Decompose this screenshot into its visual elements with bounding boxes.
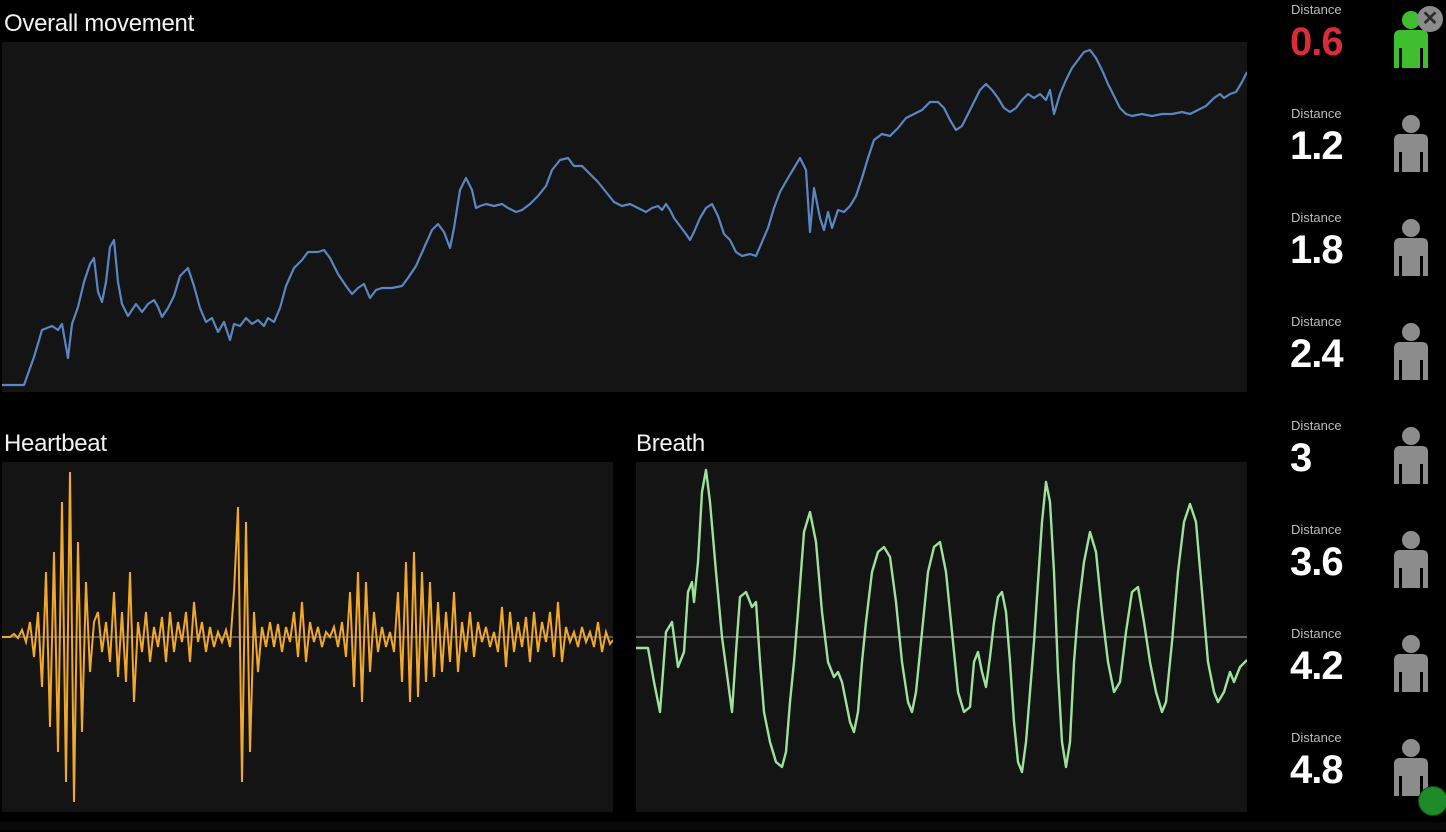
distance-sidebar: Distance 0.6 Distance 1.2 Distance 1.8 D… — [1250, 0, 1446, 830]
breath-title: Breath — [636, 430, 705, 457]
distance-item[interactable]: Distance 4.8 — [1250, 728, 1446, 832]
person-icon — [1390, 320, 1432, 380]
distance-label: Distance — [1291, 210, 1342, 225]
distance-item[interactable]: Distance 3.6 — [1250, 520, 1446, 624]
heartbeat-signal-line — [2, 471, 613, 803]
heartbeat-plot — [2, 462, 613, 812]
distance-label: Distance — [1291, 730, 1342, 745]
bottom-bar — [0, 822, 1446, 830]
distance-value: 1.8 — [1290, 228, 1344, 272]
person-icon — [1390, 528, 1432, 588]
distance-label: Distance — [1291, 314, 1342, 329]
status-dot-icon — [1418, 786, 1446, 816]
distance-item[interactable]: Distance 3 — [1250, 416, 1446, 520]
distance-value: 3 — [1290, 436, 1312, 480]
movement-signal-line — [2, 48, 1247, 387]
breath-plot — [636, 462, 1247, 812]
distance-label: Distance — [1291, 418, 1342, 433]
close-icon[interactable]: ✕ — [1417, 6, 1443, 32]
distance-item[interactable]: Distance 0.6 — [1250, 0, 1446, 104]
distance-label: Distance — [1291, 626, 1342, 641]
distance-label: Distance — [1291, 106, 1342, 121]
distance-item[interactable]: Distance 1.2 — [1250, 104, 1446, 208]
person-icon — [1390, 112, 1432, 172]
distance-value: 2.4 — [1290, 332, 1344, 376]
heartbeat-title: Heartbeat — [4, 430, 107, 457]
distance-value: 4.8 — [1290, 748, 1344, 792]
person-icon — [1390, 632, 1432, 692]
distance-item[interactable]: Distance 1.8 — [1250, 208, 1446, 312]
distance-value: 1.2 — [1290, 124, 1344, 168]
person-icon — [1390, 216, 1432, 276]
distance-item[interactable]: Distance 2.4 — [1250, 312, 1446, 416]
distance-label: Distance — [1291, 2, 1342, 17]
distance-value: 3.6 — [1290, 540, 1344, 584]
distance-value: 4.2 — [1290, 644, 1344, 688]
distance-item[interactable]: Distance 4.2 — [1250, 624, 1446, 728]
distance-value: 0.6 — [1290, 20, 1344, 64]
person-icon — [1390, 8, 1432, 68]
person-icon — [1390, 424, 1432, 484]
person-icon — [1390, 736, 1432, 796]
movement-plot — [2, 42, 1247, 392]
movement-title: Overall movement — [4, 10, 194, 37]
breath-signal-line — [636, 468, 1247, 774]
distance-label: Distance — [1291, 522, 1342, 537]
